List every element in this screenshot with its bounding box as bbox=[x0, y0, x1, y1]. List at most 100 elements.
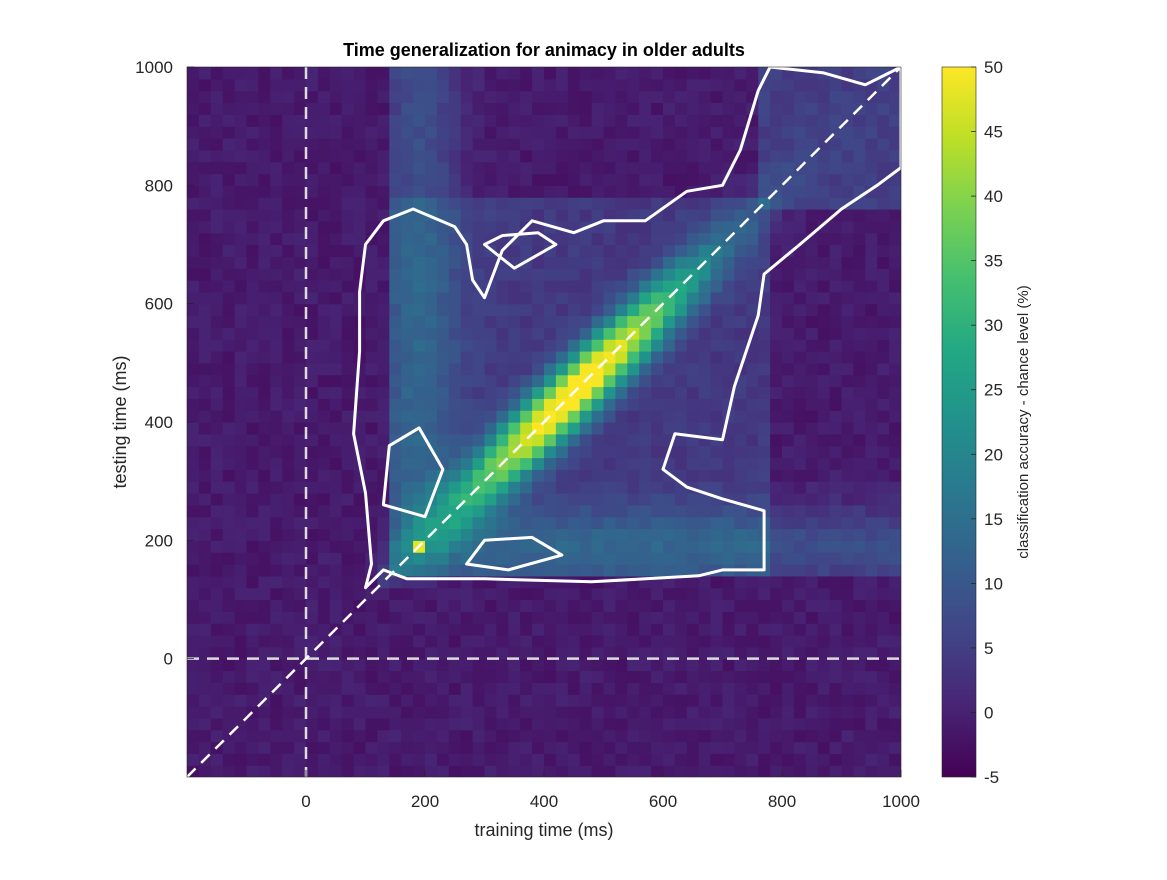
heatmap-cell bbox=[436, 564, 450, 577]
heatmap-cell bbox=[746, 410, 759, 423]
heatmap-cell bbox=[793, 197, 807, 210]
heatmap-cell bbox=[294, 173, 307, 186]
heatmap-cell bbox=[520, 161, 533, 175]
heatmap-cell bbox=[425, 670, 438, 683]
heatmap-cell bbox=[365, 185, 378, 198]
heatmap-cell bbox=[889, 433, 901, 447]
heatmap-cell bbox=[282, 646, 295, 660]
heatmap-cell bbox=[329, 457, 343, 470]
heatmap-cell bbox=[222, 552, 236, 565]
heatmap-cell bbox=[746, 753, 759, 766]
heatmap-cell bbox=[782, 410, 795, 423]
heatmap-cell bbox=[782, 220, 795, 234]
heatmap-cell bbox=[603, 78, 616, 92]
heatmap-cell bbox=[484, 682, 497, 695]
heatmap-cell bbox=[282, 161, 295, 175]
heatmap-cell bbox=[544, 90, 557, 104]
heatmap-cell bbox=[889, 398, 901, 411]
heatmap-cell bbox=[615, 635, 628, 648]
heatmap-cell bbox=[627, 280, 640, 293]
heatmap-cell bbox=[365, 161, 378, 175]
heatmap-cell bbox=[282, 717, 295, 731]
heatmap-cell bbox=[591, 552, 605, 565]
heatmap-cell bbox=[770, 611, 783, 624]
heatmap-cell bbox=[460, 398, 474, 411]
heatmap-cell bbox=[341, 445, 355, 459]
heatmap-cell bbox=[532, 197, 545, 210]
heatmap-cell bbox=[210, 670, 224, 683]
heatmap-cell bbox=[805, 504, 819, 518]
heatmap-cell bbox=[663, 623, 676, 636]
heatmap-cell bbox=[615, 268, 628, 281]
heatmap-cell bbox=[341, 516, 355, 530]
heatmap-cell bbox=[246, 303, 259, 317]
heatmap-cell bbox=[805, 481, 819, 494]
heatmap-cell bbox=[817, 232, 831, 246]
heatmap-cell bbox=[710, 232, 724, 246]
significance-contours bbox=[352, 67, 901, 590]
heatmap-cell bbox=[734, 433, 747, 447]
heatmap-cell bbox=[603, 114, 616, 127]
heatmap-cell bbox=[341, 362, 355, 376]
heatmap-cell bbox=[401, 232, 414, 246]
heatmap-cell bbox=[317, 256, 331, 269]
heatmap-cell bbox=[770, 268, 783, 281]
heatmap-cell bbox=[567, 327, 581, 340]
heatmap-cell bbox=[496, 670, 509, 683]
heatmap-cell bbox=[639, 185, 652, 198]
heatmap-cell bbox=[353, 694, 367, 707]
heatmap-cell bbox=[341, 398, 355, 411]
heatmap-cell bbox=[222, 114, 236, 127]
heatmap-cell bbox=[734, 90, 747, 104]
heatmap-cell bbox=[555, 741, 569, 754]
heatmap-cell bbox=[627, 126, 640, 139]
heatmap-cell bbox=[436, 256, 450, 269]
heatmap-cell bbox=[377, 445, 390, 459]
heatmap-cell bbox=[353, 611, 367, 624]
heatmap-cell bbox=[674, 268, 688, 281]
heatmap-cell bbox=[222, 564, 236, 577]
heatmap-cell bbox=[496, 646, 509, 660]
heatmap-cell bbox=[793, 623, 807, 636]
heatmap-cell bbox=[877, 126, 890, 139]
heatmap-cell bbox=[817, 753, 831, 766]
heatmap-cell bbox=[686, 694, 700, 707]
heatmap-cell bbox=[663, 126, 676, 139]
heatmap-cell bbox=[532, 481, 545, 494]
heatmap-cell bbox=[615, 374, 628, 388]
heatmap-cell bbox=[805, 564, 819, 577]
heatmap-cell bbox=[544, 682, 557, 695]
heatmap-cell bbox=[187, 635, 200, 648]
heatmap-cell bbox=[436, 670, 450, 683]
heatmap-cell bbox=[365, 481, 378, 494]
heatmap-cell bbox=[567, 741, 581, 754]
heatmap-cell bbox=[817, 280, 831, 293]
heatmap-cell bbox=[413, 303, 426, 317]
heatmap-cell bbox=[615, 481, 628, 494]
heatmap-cell bbox=[639, 161, 652, 175]
heatmap-cell bbox=[674, 658, 688, 672]
heatmap-cell bbox=[187, 374, 200, 388]
heatmap-cell bbox=[484, 398, 497, 411]
heatmap-cell bbox=[413, 138, 426, 151]
heatmap-cell bbox=[436, 623, 450, 636]
heatmap-cell bbox=[532, 445, 545, 459]
heatmap-cell bbox=[853, 623, 866, 636]
heatmap-cell bbox=[306, 717, 319, 731]
heatmap-cell bbox=[734, 315, 747, 328]
heatmap-cell bbox=[698, 504, 712, 518]
heatmap-cell bbox=[603, 658, 616, 672]
heatmap-cell bbox=[508, 635, 521, 648]
heatmap-cell bbox=[544, 102, 557, 115]
heatmap-cell bbox=[496, 552, 509, 565]
heatmap-cell bbox=[222, 78, 236, 92]
heatmap-cell bbox=[210, 753, 224, 766]
heatmap-cell bbox=[222, 386, 236, 399]
heatmap-cell bbox=[448, 457, 462, 470]
heatmap-cell bbox=[651, 102, 664, 115]
heatmap-cell bbox=[651, 78, 664, 92]
heatmap-cell bbox=[710, 741, 724, 754]
heatmap-cell bbox=[282, 374, 295, 388]
heatmap-cell bbox=[663, 528, 676, 541]
heatmap-cell bbox=[710, 114, 724, 127]
